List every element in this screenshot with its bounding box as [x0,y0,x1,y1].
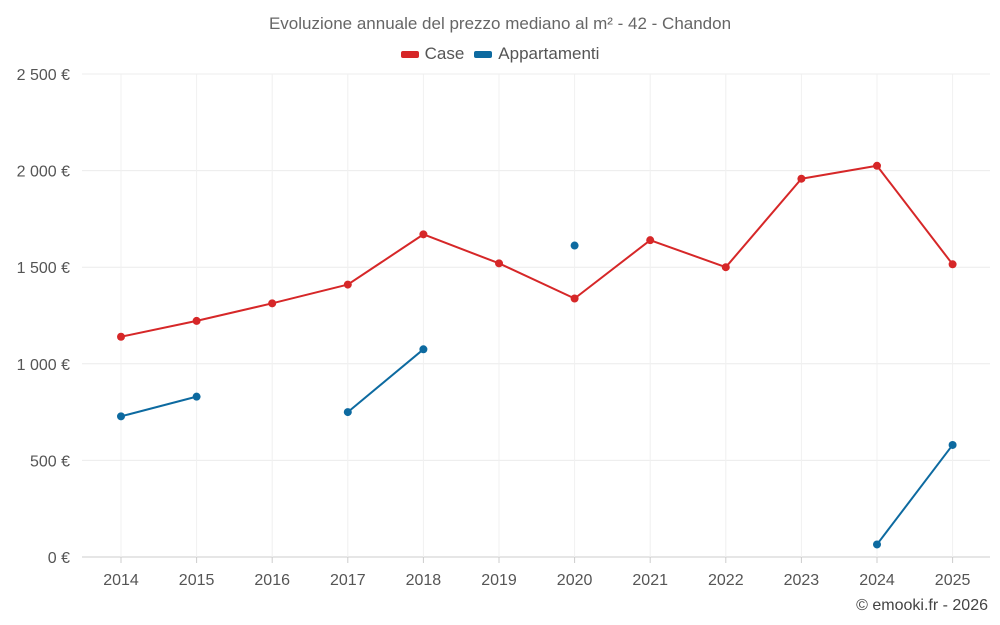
data-point-appartamenti [948,440,957,449]
series-line-appartamenti [120,395,197,418]
x-tick-label: 2021 [632,572,668,589]
data-point-appartamenti [192,392,201,401]
data-point-case [873,161,881,170]
series-line-case [120,164,954,338]
x-tick-label: 2019 [481,572,517,589]
data-point-appartamenti [570,241,579,250]
y-tick-label: 2 000 € [17,164,70,181]
x-tick-label: 2020 [557,572,593,589]
y-tick-label: 1 500 € [17,260,70,277]
y-tick-label: 500 € [30,453,70,470]
legend-label-case: Case [424,44,465,63]
legend-item-case[interactable]: Case [400,44,465,64]
series-line-appartamenti [347,348,425,413]
legend-swatch-case [400,50,419,58]
data-point-appartamenti [117,412,125,421]
data-point-case [192,316,201,325]
data-point-case [570,294,579,303]
x-tick-label: 2023 [784,572,820,589]
y-tick-label: 1 000 € [17,357,70,374]
legend-swatch-appartamenti [474,50,493,58]
chart-title: Evoluzione annuale del prezzo mediano al… [268,14,732,33]
data-point-case [495,259,503,268]
x-tick-label: 2025 [935,572,971,589]
credit: © emooki.fr - 2026 [856,597,988,614]
data-point-case [721,263,730,272]
x-tick-label: 2022 [708,572,744,589]
data-point-case [419,230,428,239]
series-line-appartamenti [876,444,954,546]
legend-label-appartamenti: Appartamenti [498,44,600,63]
data-point-case [268,299,277,308]
data-point-appartamenti [419,345,428,354]
x-tick-label: 2024 [859,572,895,589]
x-tick-label: 2016 [254,572,290,589]
data-point-case [797,174,806,183]
data-point-case [646,236,655,245]
legend: Case Appartamenti [0,44,1000,64]
data-point-case [117,332,125,341]
data-point-case [343,280,352,289]
x-tick-label: 2017 [330,572,366,589]
data-point-case [948,260,957,269]
y-tick-label: 0 € [48,550,70,567]
x-tick-label: 2015 [179,572,215,589]
x-tick-label: 2014 [103,572,139,589]
legend-item-appartamenti[interactable]: Appartamenti [474,44,599,64]
data-point-appartamenti [343,408,352,417]
data-point-appartamenti [873,540,881,549]
x-tick-label: 2018 [406,572,442,589]
y-tick-label: 2 500 € [17,67,70,84]
